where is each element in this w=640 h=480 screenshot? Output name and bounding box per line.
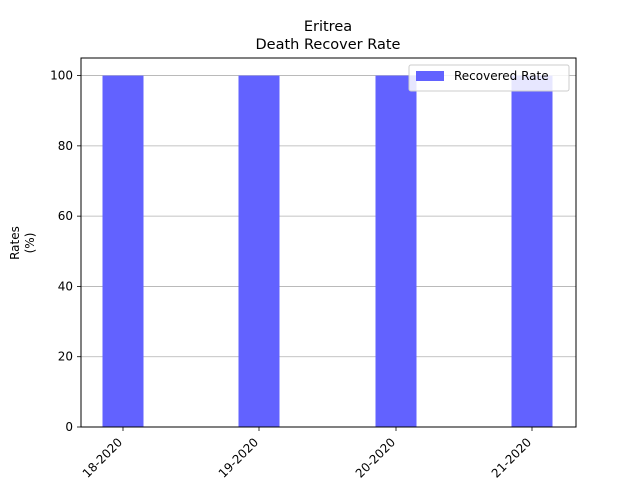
- plot-frame: [80, 57, 577, 428]
- bar: [375, 75, 417, 428]
- legend-box: [408, 64, 570, 92]
- y-tick-label: 20: [58, 350, 73, 364]
- y-axis-label-line2: (%): [23, 233, 37, 254]
- legend: Recovered Rate: [408, 64, 570, 92]
- bar: [511, 75, 553, 428]
- y-axis-ticks: 0 20 40 60 80 100: [50, 69, 81, 434]
- bar: [102, 75, 144, 428]
- y-tick-label: 0: [65, 420, 73, 434]
- bar: [238, 75, 280, 428]
- legend-swatch: [416, 71, 444, 81]
- bars: [102, 75, 553, 428]
- y-tick-label: 40: [58, 279, 73, 293]
- grid-lines: [81, 75, 576, 358]
- chart-subtitle: Death Recover Rate: [256, 37, 401, 53]
- legend-label: Recovered Rate: [454, 69, 549, 83]
- chart-title: Eritrea: [304, 19, 352, 35]
- y-tick-label: 60: [58, 209, 73, 223]
- y-axis-label-line1: Rates: [8, 226, 22, 260]
- y-tick-label: 100: [50, 69, 73, 83]
- y-tick-label: 80: [58, 139, 73, 153]
